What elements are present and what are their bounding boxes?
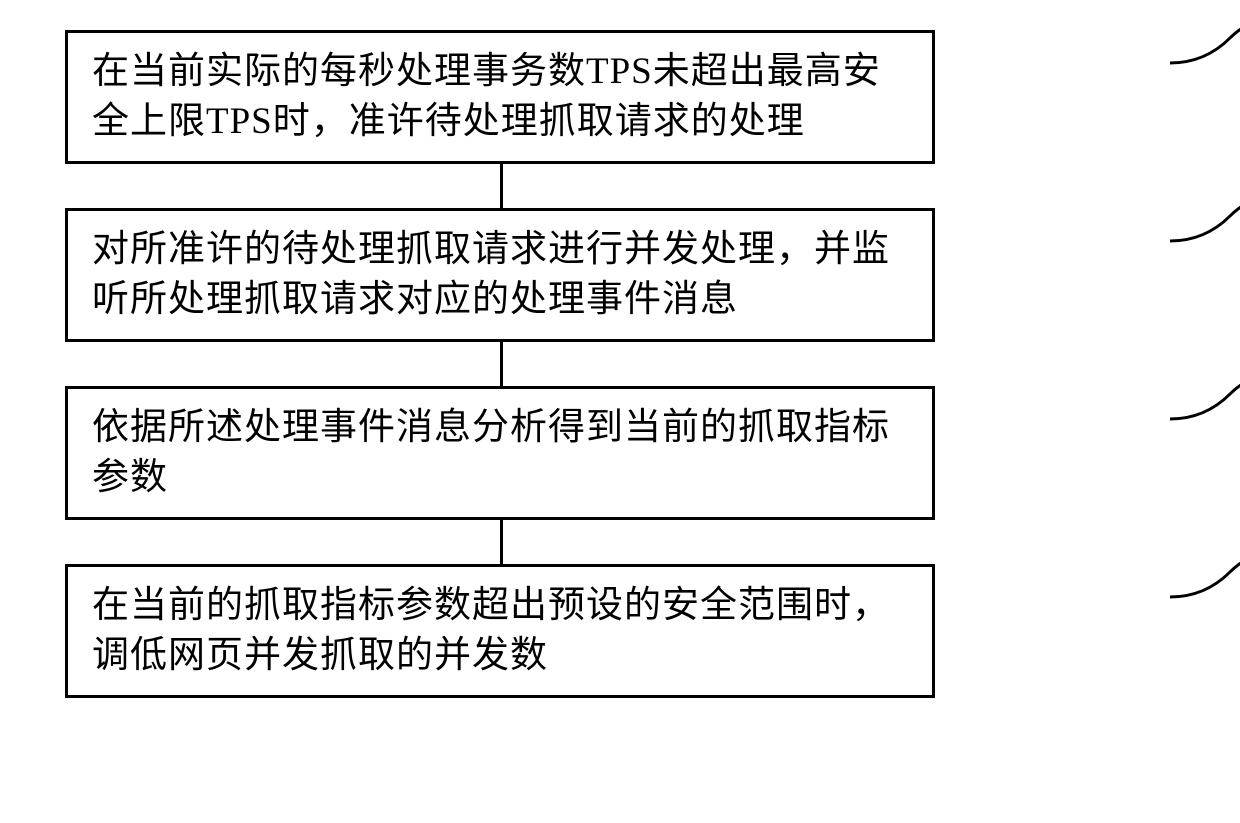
step-box-3: 依据所述处理事件消息分析得到当前的抓取指标参数 [65,386,935,520]
step-text-2: 对所准许的待处理抓取请求进行并发处理，并监听所处理抓取请求对应的处理事件消息 [92,225,908,325]
curve-connector-3 [1170,364,1240,424]
step-box-1: 在当前实际的每秒处理事务数TPS未超出最高安全上限TPS时，准许待处理抓取请求的… [65,30,935,164]
step-text-1: 在当前实际的每秒处理事务数TPS未超出最高安全上限TPS时，准许待处理抓取请求的… [92,47,908,147]
step-wrapper-1: 在当前实际的每秒处理事务数TPS未超出最高安全上限TPS时，准许待处理抓取请求的… [65,30,1175,164]
connector-1-2 [500,164,503,208]
step-wrapper-4: 在当前的抓取指标参数超出预设的安全范围时，调低网页并发抓取的并发数 304 [65,564,1175,698]
step-wrapper-2: 对所准许的待处理抓取请求进行并发处理，并监听所处理抓取请求对应的处理事件消息 3… [65,208,1175,342]
curve-connector-4 [1170,542,1240,602]
flowchart-container: 在当前实际的每秒处理事务数TPS未超出最高安全上限TPS时，准许待处理抓取请求的… [65,30,1175,698]
curve-connector-1 [1170,8,1240,68]
step-wrapper-3: 依据所述处理事件消息分析得到当前的抓取指标参数 303 [65,386,1175,520]
connector-2-3 [500,342,503,386]
connector-3-4 [500,520,503,564]
curve-connector-2 [1170,186,1240,246]
step-text-3: 依据所述处理事件消息分析得到当前的抓取指标参数 [92,403,908,503]
step-box-2: 对所准许的待处理抓取请求进行并发处理，并监听所处理抓取请求对应的处理事件消息 [65,208,935,342]
step-box-4: 在当前的抓取指标参数超出预设的安全范围时，调低网页并发抓取的并发数 [65,564,935,698]
step-text-4: 在当前的抓取指标参数超出预设的安全范围时，调低网页并发抓取的并发数 [92,581,908,681]
